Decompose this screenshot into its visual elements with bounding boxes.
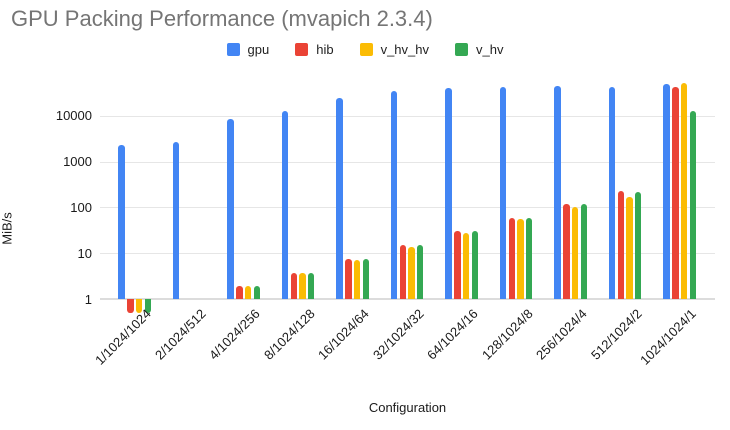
bar-v_hv_hv-64/1024/16 (462, 233, 470, 299)
legend-label: hib (316, 42, 334, 57)
gridline-10 (100, 253, 715, 255)
x-tick-label: 8/1024/128 (260, 306, 318, 363)
legend-swatch-hib (295, 43, 309, 56)
bar-hib-8/1024/128 (290, 272, 298, 299)
x-tick-label: 256/1024/4 (533, 306, 590, 363)
bar-v_hv_hv-4/1024/256 (244, 286, 252, 299)
bar-hib-1/1024/1024 (127, 299, 134, 313)
bar-v_hv_hv-8/1024/128 (299, 272, 306, 299)
bar-hib-4/1024/256 (236, 286, 243, 299)
bar-v_hv_hv-32/1024/32 (408, 246, 415, 299)
bar-v_hv-128/1024/8 (526, 218, 533, 299)
bar-gpu-32/1024/32 (390, 90, 398, 299)
bar-gpu-1024/1024/1 (663, 83, 670, 299)
bar-v_hv-16/1024/64 (362, 258, 369, 299)
gridline-100 (100, 207, 715, 209)
x-tick-label: 1/1024/1024 (92, 306, 154, 368)
bar-v_hv-8/1024/128 (308, 272, 315, 299)
chart-title: GPU Packing Performance (mvapich 2.3.4) (11, 6, 433, 31)
x-axis-title: Configuration (368, 400, 447, 415)
gridline-1 (100, 298, 715, 300)
bar-v_hv_hv-1024/1024/1 (680, 83, 688, 299)
bar-v_hv_hv-128/1024/8 (517, 219, 524, 299)
bar-gpu-16/1024/64 (336, 98, 343, 299)
x-tick-label: 32/1024/32 (369, 306, 427, 363)
legend-item-v_hv: v_hv (455, 42, 503, 57)
bar-gpu-8/1024/128 (281, 111, 289, 299)
y-tick-label: 1 (84, 291, 92, 307)
bar-v_hv-1024/1024/1 (689, 111, 696, 299)
bar-hib-16/1024/64 (345, 258, 352, 299)
bar-v_hv_hv-512/1024/2 (626, 197, 633, 299)
bar-gpu-256/1024/4 (554, 85, 561, 299)
y-tick-label: 10 (77, 245, 92, 261)
bar-hib-256/1024/4 (563, 203, 570, 299)
x-tick-label: 16/1024/64 (315, 306, 372, 363)
bar-gpu-1/1024/1024 (118, 145, 125, 299)
bar-v_hv-4/1024/256 (253, 286, 260, 299)
y-tick-label: 1000 (63, 154, 92, 170)
legend-label: v_hv (476, 42, 504, 57)
bar-hib-32/1024/32 (399, 245, 407, 299)
bar-hib-128/1024/8 (508, 217, 516, 299)
bar-v_hv-64/1024/16 (471, 230, 478, 299)
bar-v_hv-32/1024/32 (417, 245, 424, 299)
bar-v_hv_hv-16/1024/64 (353, 259, 361, 299)
legend-swatch-v_hv (455, 43, 468, 56)
bar-gpu-2/1024/512 (172, 142, 180, 299)
bar-gpu-4/1024/256 (227, 118, 234, 299)
legend-item-v_hv_hv: v_hv_hv (359, 42, 429, 57)
bar-v_hv-512/1024/2 (635, 191, 642, 299)
legend-label: v_hv_hv (380, 42, 429, 57)
bar-gpu-128/1024/8 (499, 86, 507, 299)
bar-v_hv-1/1024/1024 (144, 299, 151, 313)
bar-hib-512/1024/2 (617, 190, 625, 299)
gridline-1000 (100, 161, 715, 163)
x-tick-label: 2/1024/512 (151, 306, 209, 363)
x-tick-label: 128/1024/8 (478, 306, 536, 363)
bar-v_hv_hv-1/1024/1024 (135, 299, 143, 313)
bar-v_hv_hv-256/1024/4 (571, 207, 579, 299)
plot-area (100, 70, 715, 313)
x-tick-label: 512/1024/2 (587, 306, 645, 363)
bar-v_hv-256/1024/4 (580, 203, 587, 299)
legend-item-hib: hib (295, 42, 334, 57)
bar-gpu-64/1024/16 (445, 88, 452, 299)
legend-swatch-v_hv_hv (359, 43, 373, 56)
bar-hib-64/1024/16 (454, 230, 461, 299)
legend: gpu hib v_hv_hv v_hv (0, 42, 730, 57)
legend-swatch-gpu (226, 43, 240, 56)
x-tick-label: 64/1024/16 (424, 306, 481, 363)
y-tick-label: 100 (70, 199, 92, 215)
y-axis-title: MiB/s (0, 212, 15, 245)
gridline-10000 (100, 115, 715, 117)
bar-gpu-512/1024/2 (608, 86, 616, 299)
y-tick-label: 10000 (55, 108, 92, 124)
legend-item-gpu: gpu (226, 42, 270, 57)
legend-label: gpu (247, 42, 270, 57)
x-tick-label: 4/1024/256 (206, 306, 263, 363)
bar-hib-1024/1024/1 (672, 87, 679, 299)
x-tick-label: 1024/1024/1 (637, 306, 699, 368)
